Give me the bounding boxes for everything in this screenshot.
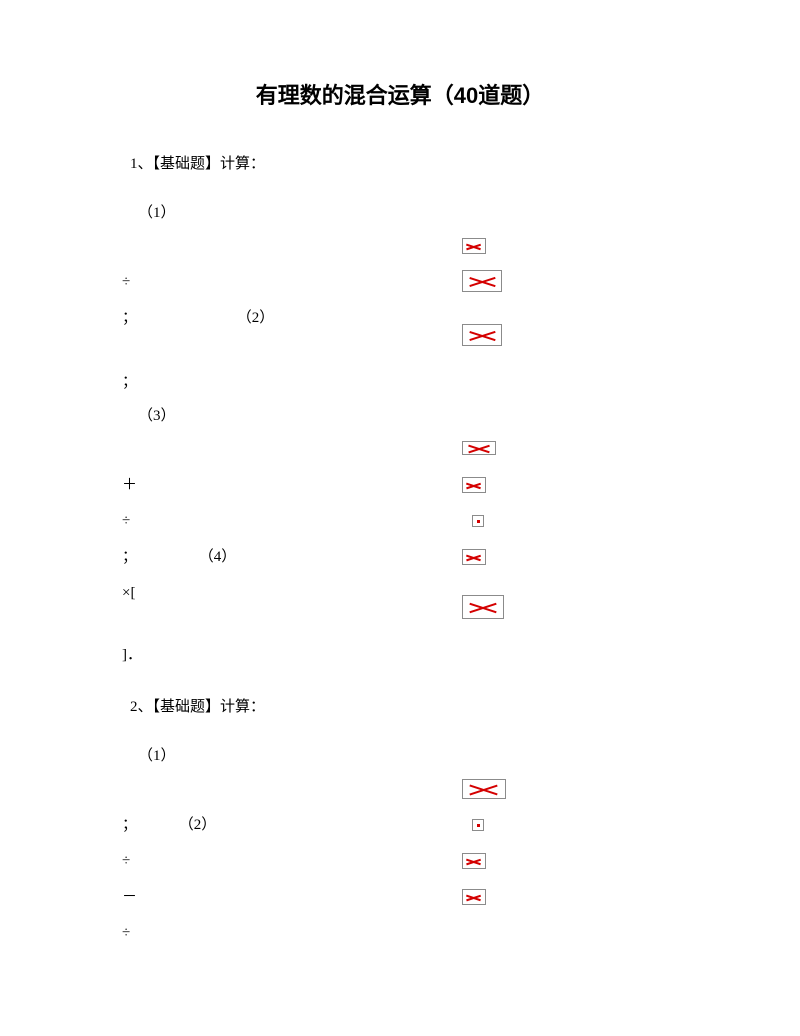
broken-image-icon — [462, 853, 486, 869]
operator-divide: ÷ — [122, 843, 740, 879]
semicolon: ； — [122, 374, 137, 390]
broken-image-icon — [462, 238, 486, 254]
minus-symbol: － — [122, 889, 137, 905]
problem-2-2-label: （2） — [179, 807, 217, 843]
broken-image-icon — [462, 779, 506, 799]
document-page: 有理数的混合运算（40道题） 1、【基础题】计算： （1） ÷ ； （2） ； … — [0, 0, 800, 991]
expression-row — [122, 771, 740, 807]
row-semi-p4: ； （4） — [122, 539, 740, 575]
divide-symbol: ÷ — [122, 513, 130, 529]
row-semi-p2: ； （2） — [122, 300, 740, 336]
broken-image-icon — [462, 889, 486, 905]
divide-symbol: ÷ — [122, 274, 130, 290]
problem-1-label: （1） — [138, 201, 740, 222]
broken-image-icon — [462, 477, 486, 493]
semicolon-row: ； — [122, 364, 740, 400]
problem-4-label: （4） — [199, 539, 237, 575]
broken-image-icon — [472, 819, 484, 831]
divide-symbol: ÷ — [122, 853, 130, 869]
section-1-heading: 1、【基础题】计算： — [130, 152, 740, 173]
semicolon: ； — [122, 549, 137, 565]
operator-divide: ÷ — [122, 503, 740, 539]
operator-plus: ＋ — [122, 467, 740, 503]
broken-image-icon — [462, 595, 504, 619]
operator-divide: ÷ — [122, 264, 740, 300]
divide-symbol: ÷ — [122, 925, 130, 941]
problem-2-label: （2） — [237, 300, 275, 336]
page-title: 有理数的混合运算（40道题） — [60, 78, 740, 110]
broken-image-icon — [462, 441, 496, 455]
broken-image-icon — [472, 515, 484, 527]
row-semi-p2-2: ； （2） — [122, 807, 740, 843]
mul-bracket-symbol: ×[ — [122, 585, 135, 601]
close-bracket-row: ]． — [122, 637, 740, 673]
broken-image-icon — [462, 549, 486, 565]
plus-symbol: ＋ — [122, 477, 137, 493]
operator-mul-bracket: ×[ — [122, 575, 740, 611]
semicolon: ； — [122, 310, 137, 326]
close-bracket-symbol: ]． — [122, 647, 142, 663]
expression-row — [122, 228, 740, 264]
operator-minus: － — [122, 879, 740, 915]
broken-image-icon — [462, 270, 502, 292]
semicolon: ； — [122, 817, 137, 833]
problem-3-label: （3） — [138, 404, 740, 425]
operator-divide: ÷ — [122, 915, 740, 951]
section-2-heading: 2、【基础题】计算： — [130, 695, 740, 716]
broken-image-icon — [462, 324, 502, 346]
problem-2-1-label: （1） — [138, 744, 740, 765]
expression-row — [122, 431, 740, 467]
